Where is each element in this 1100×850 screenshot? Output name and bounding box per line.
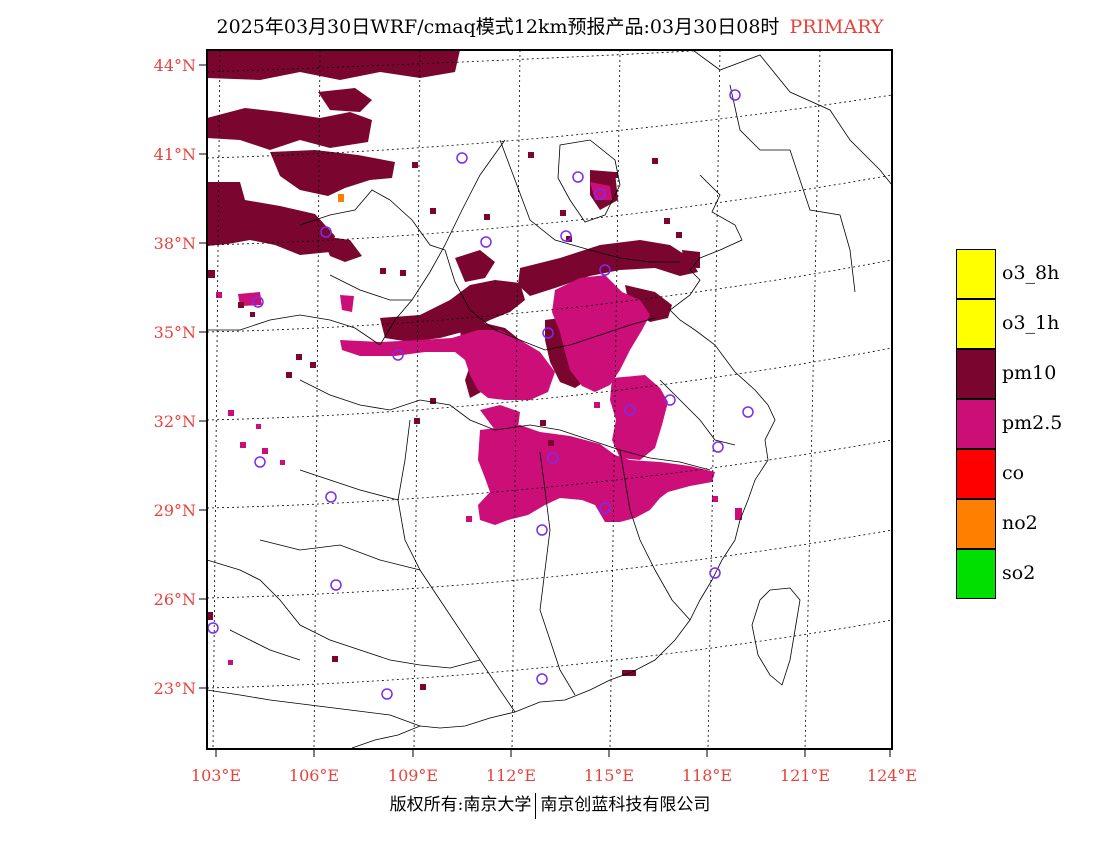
legend-label-so2: so2 [1002, 562, 1036, 584]
legend-item-pm10: pm10 [956, 349, 1100, 399]
map-title-tag: PRIMARY [789, 16, 884, 38]
legend-item-no2: no2 [956, 499, 1100, 549]
scattered-cells [207, 152, 718, 690]
legend-item-co: co [956, 449, 1100, 499]
map-title: 2025年03月30日WRF/cmaq模式12km预报产品:03月30日08时 P… [0, 12, 1100, 39]
legend-swatch-o3-8h [956, 249, 996, 299]
legend-swatch-o3-1h [956, 299, 996, 349]
borders [207, 50, 892, 749]
lat-label-29: 29°N [153, 501, 196, 520]
legend-swatch-so2 [956, 549, 996, 599]
lon-label-109: 109°E [387, 766, 439, 785]
legend-label-pm10: pm10 [1002, 362, 1057, 384]
lon-label-112: 112°E [485, 766, 537, 785]
copyright: 版权所有:南京大学 南京创蓝科技有限公司 [0, 790, 1100, 819]
lat-label-38: 38°N [153, 234, 196, 253]
lon-label-124: 124°E [866, 766, 918, 785]
lon-label-118: 118°E [681, 766, 733, 785]
lat-label-35: 35°N [153, 323, 196, 342]
legend-swatch-pm10 [956, 349, 996, 399]
legend-item-o3-8h: o3_8h [956, 249, 1100, 299]
lon-label-115: 115°E [583, 766, 635, 785]
lon-label-121: 121°E [779, 766, 831, 785]
lat-label-26: 26°N [153, 590, 196, 609]
legend-swatch-no2 [956, 499, 996, 549]
station-markers [207, 89, 754, 700]
copyright-separator [535, 792, 537, 819]
axis-ticks [199, 64, 891, 757]
legend-item-pm25: pm2.5 [956, 399, 1100, 449]
lon-label-106: 106°E [288, 766, 340, 785]
lat-label-32: 32°N [153, 412, 196, 431]
map-frame [206, 49, 893, 750]
legend-swatch-pm25 [956, 399, 996, 449]
map-title-main: 2025年03月30日WRF/cmaq模式12km预报产品:03月30日08时 [216, 16, 780, 38]
legend-label-co: co [1002, 462, 1025, 484]
lat-label-44: 44°N [153, 56, 196, 75]
lat-label-23: 23°N [153, 679, 196, 698]
pm25-regions [238, 182, 742, 525]
legend-swatch-co [956, 449, 996, 499]
graticule [207, 50, 892, 749]
legend-item-o3-1h: o3_1h [956, 299, 1100, 349]
lat-label-41: 41°N [153, 145, 196, 164]
legend-label-pm25: pm2.5 [1002, 412, 1063, 434]
legend-label-o3-1h: o3_1h [1002, 312, 1060, 334]
legend-label-o3-8h: o3_8h [1002, 262, 1060, 284]
copyright-left: 版权所有:南京大学 [389, 795, 532, 815]
pm10-regions [207, 50, 700, 398]
legend-label-no2: no2 [1002, 512, 1038, 534]
legend-item-so2: so2 [956, 549, 1100, 599]
lon-label-103: 103°E [190, 766, 242, 785]
copyright-right: 南京创蓝科技有限公司 [540, 795, 711, 815]
